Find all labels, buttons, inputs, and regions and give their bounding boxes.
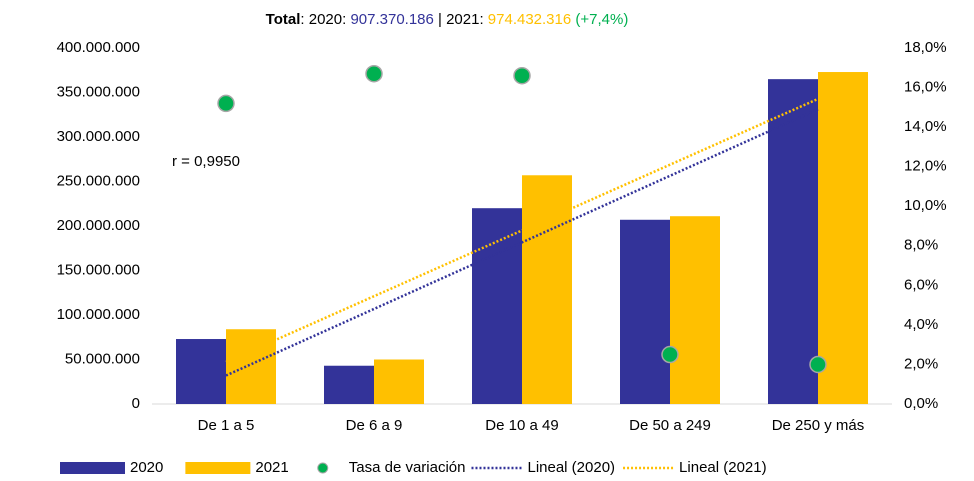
bar	[374, 359, 424, 404]
title-part: | 2021:	[434, 11, 488, 28]
title-part: : 2020:	[300, 11, 350, 28]
legend-label: Tasa de variación	[349, 459, 466, 476]
bar	[522, 175, 572, 404]
y2-tick-label: 12,0%	[904, 158, 947, 175]
y2-tick-label: 10,0%	[904, 197, 947, 214]
legend-swatch	[60, 462, 125, 474]
y2-tick-label: 0,0%	[904, 395, 938, 412]
title-part: 907.370.186	[350, 11, 433, 28]
legend-swatch	[317, 462, 329, 474]
marker	[217, 94, 235, 113]
y-tick-label: 50.000.000	[65, 350, 140, 367]
y2-tick-label: 18,0%	[904, 39, 947, 56]
y2-tick-label: 8,0%	[904, 237, 938, 254]
y-tick-label: 150.000.000	[57, 261, 140, 278]
trend-line	[225, 108, 819, 377]
legend-label: 2020	[130, 459, 163, 476]
y2-tick-label: 4,0%	[904, 316, 938, 333]
legend-label: Lineal (2020)	[527, 459, 615, 476]
bar	[472, 208, 522, 404]
y-tick-label: 200.000.000	[57, 217, 140, 234]
bar	[176, 339, 226, 404]
marker	[513, 66, 531, 85]
marker	[809, 355, 827, 374]
title-part: 974.432.316	[488, 11, 571, 28]
y2-tick-label: 16,0%	[904, 79, 947, 96]
marker	[365, 64, 383, 83]
marker	[661, 345, 679, 364]
y2-tick-label: 14,0%	[904, 118, 947, 135]
x-tick-label: De 250 y más	[772, 417, 865, 434]
legend-label: 2021	[255, 459, 288, 476]
y-tick-label: 300.000.000	[57, 128, 140, 145]
chart-title: Total: 2020: 907.370.186 | 2021: 974.432…	[266, 11, 629, 28]
bar	[226, 329, 276, 404]
title-part: Total	[266, 11, 301, 28]
bar	[768, 79, 818, 405]
annotation: r = 0,9950	[172, 153, 240, 170]
legend-label: Lineal (2021)	[679, 459, 767, 476]
y-tick-label: 100.000.000	[57, 306, 140, 323]
bar	[670, 216, 720, 404]
y-tick-label: 350.000.000	[57, 83, 140, 100]
y2-tick-label: 6,0%	[904, 276, 938, 293]
x-tick-label: De 10 a 49	[485, 417, 558, 434]
bar	[324, 365, 374, 404]
bar	[818, 72, 868, 404]
x-tick-label: De 50 a 249	[629, 417, 711, 434]
y2-tick-label: 2,0%	[904, 355, 938, 372]
y-tick-label: 0	[132, 395, 140, 412]
title-part: (+7,4%)	[571, 11, 628, 28]
y-tick-label: 400.000.000	[57, 39, 140, 56]
legend-swatch	[185, 462, 251, 474]
y-tick-label: 250.000.000	[57, 172, 140, 189]
bar	[620, 219, 670, 404]
x-tick-label: De 6 a 9	[346, 417, 403, 434]
x-tick-label: De 1 a 5	[198, 417, 255, 434]
